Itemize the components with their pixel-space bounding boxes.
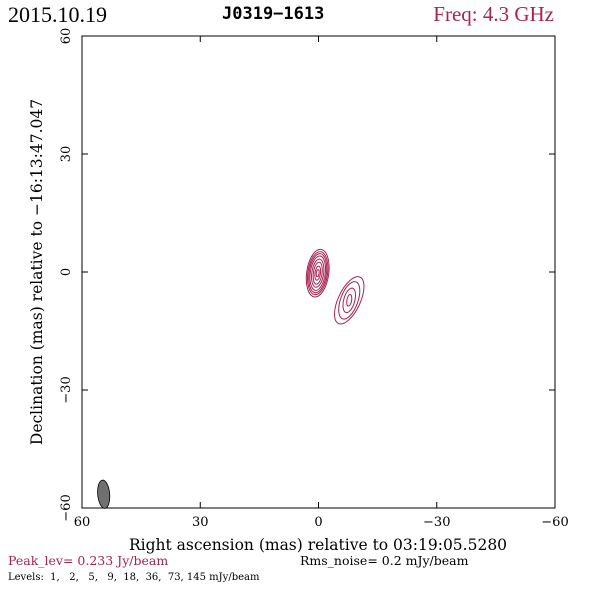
source-name: J0319−1613 — [222, 4, 325, 24]
contour-layer — [305, 248, 365, 325]
contour-line — [308, 253, 328, 294]
x-tick-label: 0 — [314, 515, 322, 530]
contour-line — [312, 261, 323, 285]
contour-line — [346, 293, 353, 307]
contour-line — [338, 281, 361, 320]
contour-line — [314, 265, 322, 281]
contour-line — [342, 287, 356, 314]
y-axis-label: Declination (mas) relative to −16:13:47.… — [28, 99, 46, 445]
rms-noise: Rms_noise= 0.2 mJy/beam — [300, 553, 469, 568]
contour-line — [305, 248, 330, 298]
component-jet — [334, 276, 365, 325]
y-tick-label: 0 — [59, 268, 74, 276]
x-tick-label: −60 — [541, 515, 568, 530]
y-tick-label: 60 — [59, 28, 74, 45]
x-tick-label: 60 — [74, 515, 91, 530]
contour-line — [306, 251, 329, 296]
contour-line — [311, 258, 325, 288]
beam-ellipse — [97, 479, 111, 509]
axis-ticks — [81, 35, 556, 509]
x-tick-label: −30 — [423, 515, 450, 530]
contour-line — [309, 255, 327, 291]
x-tick-label: 30 — [192, 515, 209, 530]
y-tick-label: −60 — [59, 494, 74, 521]
frequency-label: Freq: 4.3 GHz — [433, 2, 554, 26]
y-tick-labels: 60 30 0 −30 −60 — [59, 28, 74, 522]
plot-frame — [81, 35, 556, 509]
plot-header: 2015.10.19 J0319−1613 Freq: 4.3 GHz — [0, 0, 590, 30]
contour-line — [315, 269, 320, 278]
y-tick-label: 30 — [59, 146, 74, 163]
component-core — [305, 248, 330, 298]
x-axis-label: Right ascension (mas) relative to 03:19:… — [129, 536, 507, 554]
contour-line — [334, 276, 365, 325]
beam-layer — [97, 479, 111, 509]
peak-level: Peak_lev= 0.233 Jy/beam — [8, 553, 169, 568]
contour-levels: Levels: 1, 2, 5, 9, 18, 36, 73, 145 mJy/… — [8, 572, 260, 583]
y-tick-label: −30 — [59, 376, 74, 403]
observation-date: 2015.10.19 — [8, 2, 107, 27]
x-tick-labels: 60 30 0 −30 −60 — [74, 515, 569, 530]
plot-footer: Peak_lev= 0.233 Jy/beam Rms_noise= 0.2 m… — [0, 550, 590, 590]
